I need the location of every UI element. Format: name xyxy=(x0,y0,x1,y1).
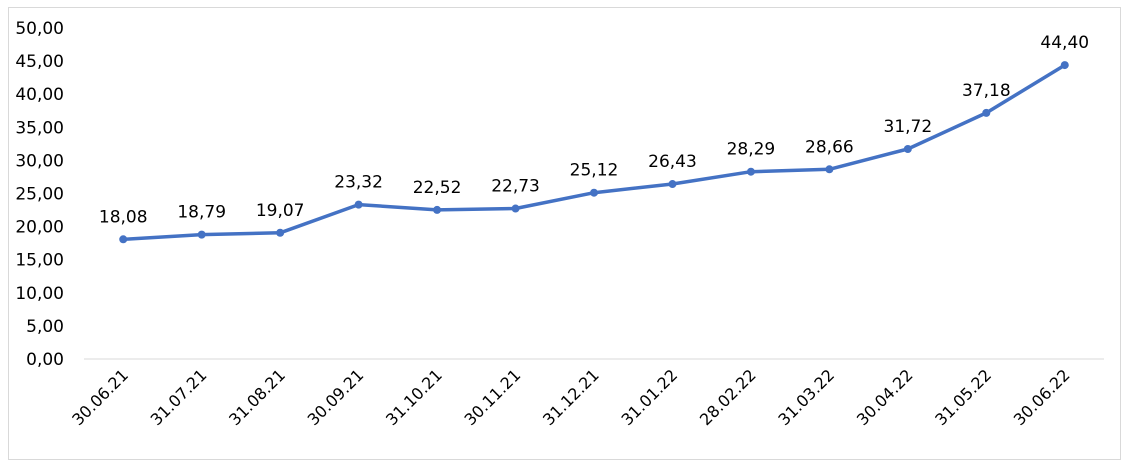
data-point xyxy=(276,228,285,237)
x-tick-label: 30.11.21 xyxy=(461,365,525,429)
data-label: 18,08 xyxy=(99,207,148,227)
data-label: 28,66 xyxy=(805,137,854,157)
data-points xyxy=(119,61,1069,244)
data-label: 25,12 xyxy=(570,161,619,181)
x-tick-label: 31.01.22 xyxy=(617,365,681,429)
data-label: 22,52 xyxy=(413,178,462,198)
data-point xyxy=(982,108,991,117)
data-point xyxy=(825,165,834,174)
data-label: 37,18 xyxy=(962,81,1011,101)
data-point xyxy=(903,145,912,154)
x-tick-label: 31.07.21 xyxy=(147,365,211,429)
data-point xyxy=(590,188,598,197)
x-tick-label: 31.03.22 xyxy=(774,365,838,429)
y-axis-ticks: 0,00 5,00 10,00 15,00 20,00 25,00 30,00 35,00 40… xyxy=(15,19,64,370)
data-point xyxy=(668,180,677,189)
x-tick-label: 31.05.22 xyxy=(931,365,995,429)
data-label: 19,07 xyxy=(256,201,305,221)
x-tick-label: 30.06.22 xyxy=(1010,365,1074,429)
data-point xyxy=(746,167,755,176)
data-label: 44,40 xyxy=(1040,33,1089,53)
data-label: 28,29 xyxy=(727,140,776,160)
y-tick-label: 15,00 xyxy=(15,251,64,271)
y-tick-label: 0,00 xyxy=(26,350,64,370)
y-tick-label: 25,00 xyxy=(15,185,64,205)
y-tick-label: 45,00 xyxy=(15,52,64,72)
data-label: 23,32 xyxy=(334,173,383,193)
y-tick-label: 30,00 xyxy=(15,151,64,171)
data-point xyxy=(511,204,520,213)
data-label: 18,79 xyxy=(177,203,226,223)
data-label: 31,72 xyxy=(884,117,933,137)
data-label: 26,43 xyxy=(648,152,697,172)
x-tick-label: 31.08.21 xyxy=(225,365,289,429)
x-tick-label: 30.06.21 xyxy=(68,365,132,429)
data-labels: 18,08 18,79 19,07 23,32 22,52 22,73 25,12 26,43… xyxy=(99,33,1089,227)
x-tick-label: 30.09.21 xyxy=(304,365,368,429)
x-tick-label: 28.02.22 xyxy=(696,365,760,429)
data-label: 22,73 xyxy=(491,177,540,197)
y-tick-label: 10,00 xyxy=(15,284,64,304)
x-tick-label: 31.10.21 xyxy=(382,365,446,429)
y-tick-label: 40,00 xyxy=(15,85,64,105)
x-tick-label: 30.04.22 xyxy=(853,365,917,429)
data-point xyxy=(197,230,206,239)
x-tick-label: 31.12.21 xyxy=(539,365,603,429)
y-tick-label: 20,00 xyxy=(15,218,64,238)
data-point xyxy=(119,235,128,244)
data-point xyxy=(433,205,442,214)
y-tick-label: 50,00 xyxy=(15,19,64,39)
y-tick-label: 5,00 xyxy=(26,317,64,337)
data-point xyxy=(354,200,363,209)
y-tick-label: 35,00 xyxy=(15,118,64,138)
data-point xyxy=(1060,61,1069,70)
x-axis-ticks: 30.06.21 31.07.21 31.08.21 30.09.21 31.10.21… xyxy=(68,365,1073,429)
